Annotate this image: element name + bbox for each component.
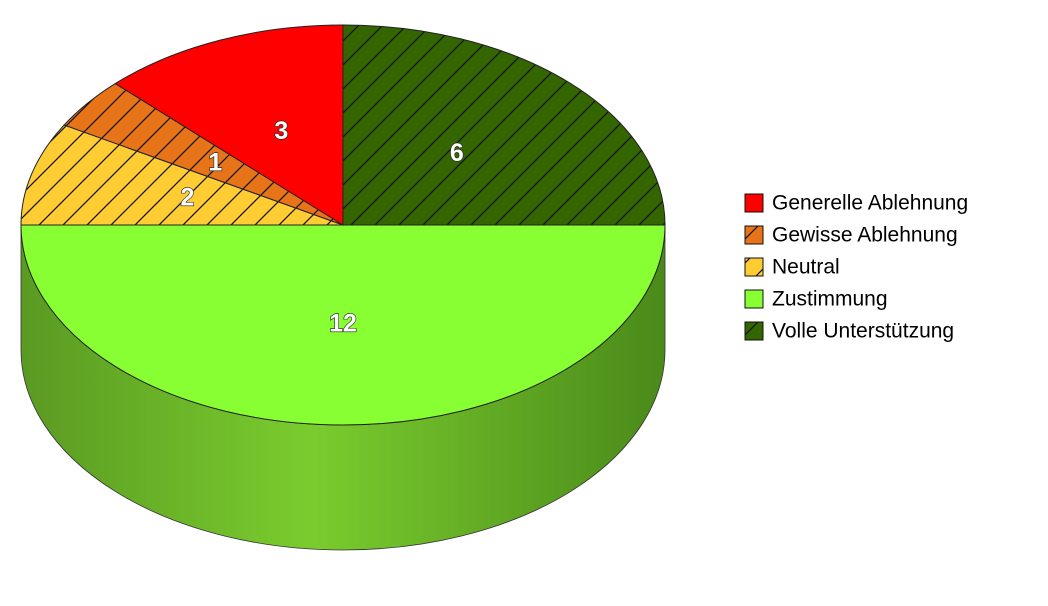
legend: Generelle Ablehnung Gewisse Ablehnung Neut… xyxy=(744,192,968,343)
value-label: 2 xyxy=(181,184,195,212)
legend-swatch xyxy=(744,257,764,277)
legend-label: Zustimmung xyxy=(772,288,888,311)
value-label: 3 xyxy=(274,117,288,145)
pie-slice xyxy=(20,124,344,226)
legend-swatch xyxy=(744,289,764,309)
legend-label: Neutral xyxy=(772,256,840,279)
value-label: 1 xyxy=(208,149,222,177)
legend-label: Generelle Ablehnung xyxy=(772,192,968,215)
pie-slice xyxy=(20,224,666,426)
pie-slice xyxy=(114,24,344,226)
legend-swatch xyxy=(744,321,764,341)
pie-slice xyxy=(342,24,666,226)
value-label: 12 xyxy=(329,310,357,338)
pie: 6 12 21 3 xyxy=(20,24,666,551)
legend-label: Gewisse Ablehnung xyxy=(772,224,958,247)
value-label: 6 xyxy=(450,139,464,167)
legend-label: Volle Unterstützung xyxy=(772,320,954,343)
legend-swatch xyxy=(744,193,764,213)
legend-swatch xyxy=(744,225,764,245)
